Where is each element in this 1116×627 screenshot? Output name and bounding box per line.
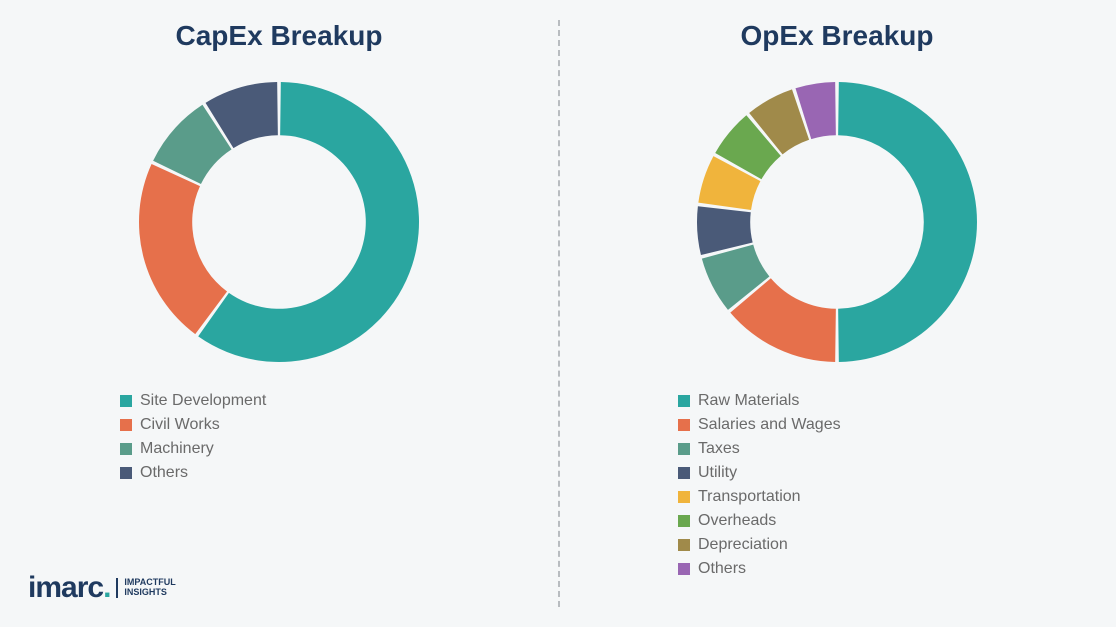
opex-legend: Raw Materials Salaries and Wages Taxes Util…	[678, 392, 841, 578]
legend-swatch	[678, 491, 690, 503]
legend-label: Raw Materials	[698, 392, 799, 410]
legend-item: Site Development	[120, 392, 266, 410]
opex-panel: OpEx Breakup Raw Materials Salaries and W…	[558, 0, 1116, 627]
legend-label: Others	[698, 560, 746, 578]
legend-item: Others	[678, 560, 841, 578]
capex-donut-container	[119, 62, 439, 382]
logo-tagline: IMPACTFUL INSIGHTS	[116, 578, 175, 598]
legend-item: Others	[120, 464, 266, 482]
legend-label: Others	[140, 464, 188, 482]
legend-swatch	[120, 467, 132, 479]
legend-item: Utility	[678, 464, 841, 482]
legend-swatch	[120, 443, 132, 455]
brand-logo: imarc. IMPACTFUL INSIGHTS	[28, 571, 176, 605]
capex-donut-chart	[129, 72, 429, 372]
legend-item: Transportation	[678, 488, 841, 506]
legend-label: Overheads	[698, 512, 776, 530]
capex-panel: CapEx Breakup Site Development Civil Work…	[0, 0, 558, 627]
legend-item: Overheads	[678, 512, 841, 530]
donut-slice	[139, 164, 227, 334]
legend-swatch	[120, 395, 132, 407]
logo-text: imarc	[28, 571, 103, 604]
legend-swatch	[678, 467, 690, 479]
logo-tagline-1: IMPACTFUL	[124, 577, 175, 587]
legend-item: Salaries and Wages	[678, 416, 841, 434]
legend-item: Taxes	[678, 440, 841, 458]
legend-label: Utility	[698, 464, 737, 482]
vertical-divider	[558, 20, 560, 607]
donut-slice	[838, 82, 977, 362]
logo-wordmark: imarc.	[28, 571, 110, 605]
legend-item: Machinery	[120, 440, 266, 458]
legend-swatch	[678, 419, 690, 431]
opex-donut-container	[677, 62, 997, 382]
logo-dot-icon: .	[103, 571, 110, 604]
legend-swatch	[120, 419, 132, 431]
legend-label: Depreciation	[698, 536, 788, 554]
legend-swatch	[678, 563, 690, 575]
legend-label: Civil Works	[140, 416, 220, 434]
legend-swatch	[678, 539, 690, 551]
opex-donut-chart	[687, 72, 987, 372]
logo-tagline-2: INSIGHTS	[124, 587, 167, 597]
legend-label: Machinery	[140, 440, 214, 458]
legend-swatch	[678, 515, 690, 527]
legend-item: Raw Materials	[678, 392, 841, 410]
legend-swatch	[678, 443, 690, 455]
legend-swatch	[678, 395, 690, 407]
capex-title: CapEx Breakup	[176, 20, 383, 52]
legend-label: Salaries and Wages	[698, 416, 841, 434]
legend-item: Depreciation	[678, 536, 841, 554]
legend-item: Civil Works	[120, 416, 266, 434]
legend-label: Site Development	[140, 392, 266, 410]
opex-title: OpEx Breakup	[741, 20, 934, 52]
legend-label: Taxes	[698, 440, 740, 458]
legend-label: Transportation	[698, 488, 801, 506]
capex-legend: Site Development Civil Works Machinery Othe…	[120, 392, 266, 482]
